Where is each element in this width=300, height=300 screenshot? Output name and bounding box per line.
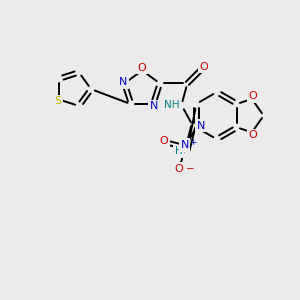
Text: O: O: [248, 130, 257, 140]
Text: −: −: [185, 164, 194, 174]
Text: O: O: [200, 62, 208, 72]
Text: N: N: [180, 140, 189, 150]
Text: O: O: [138, 63, 146, 73]
Text: N: N: [150, 101, 158, 111]
Text: O: O: [174, 164, 183, 174]
Text: O: O: [160, 136, 168, 146]
Text: S: S: [55, 97, 62, 106]
Text: N: N: [119, 77, 128, 87]
Text: H: H: [175, 146, 182, 156]
Text: NH: NH: [164, 100, 179, 110]
Text: O: O: [248, 91, 257, 101]
Text: N: N: [197, 121, 205, 130]
Text: +: +: [190, 138, 197, 147]
